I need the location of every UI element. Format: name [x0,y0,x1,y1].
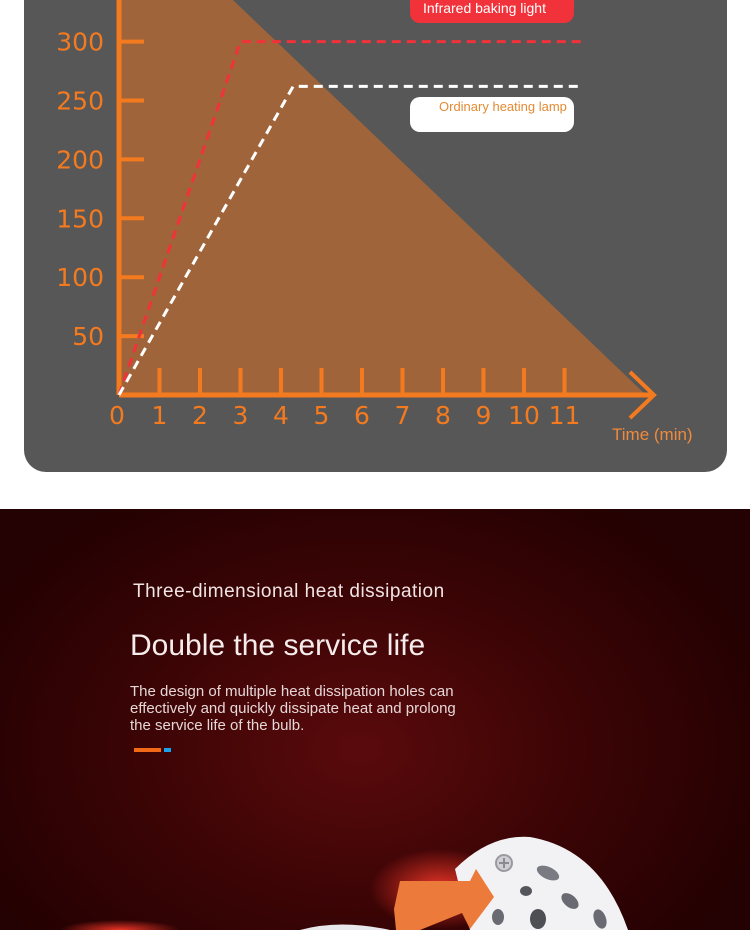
x-tick-label: 0 [109,401,125,430]
chart-series [117,40,581,396]
y-tick-labels: 50 100 150 200 250 300 [56,28,104,352]
x-tick-label: 9 [476,401,492,430]
y-tick-label: 300 [56,28,104,57]
legend-infrared-baking-light: Infrared baking light [410,0,574,23]
heating-chart: 50 100 150 200 250 300 0 1 2 3 4 5 6 7 8 9 10 11 Time (m… [56,0,693,444]
x-tick-labels: 0 1 2 3 4 5 6 7 8 9 10 11 [109,401,580,430]
x-tick-label: 2 [192,401,208,430]
x-tick-label: 7 [395,401,411,430]
accent-bar-orange [134,748,161,752]
bulb-heat-sink-illustration [60,836,628,930]
promo-title: Double the service life [130,629,426,662]
heat-dissipation-promo: Three-dimensional heat dissipation Doubl… [0,509,750,930]
heat-area-triangle [117,0,646,395]
series-line-ordinary [117,84,581,396]
x-tick-label: 11 [549,401,581,430]
x-axis-arrowhead [628,370,657,420]
y-tick-label: 100 [56,263,104,292]
y-tick-label: 200 [56,145,104,174]
x-tick-label: 8 [435,401,451,430]
y-tick-label: 50 [72,322,104,351]
promo-subtitle: Three-dimensional heat dissipation [133,581,445,602]
heating-chart-panel: 50 100 150 200 250 300 0 1 2 3 4 5 6 7 8 9 10 11 Time (m… [24,0,727,472]
x-tick-label: 1 [152,401,168,430]
x-tick-label: 3 [233,401,249,430]
series-line-infrared [117,40,581,396]
y-tick-label: 150 [56,204,104,233]
x-tick-label: 4 [273,401,289,430]
legend-ordinary-heating-lamp: Ordinary heating lamp [410,97,574,132]
x-tick-label: 10 [508,401,540,430]
x-axis-unit-label: Time (min) [612,425,693,444]
promo-description: The design of multiple heat dissipation … [130,683,456,734]
y-tick-label: 250 [56,87,104,116]
x-tick-label: 5 [314,401,330,430]
x-tick-label: 6 [354,401,370,430]
accent-bar-blue [164,748,171,752]
chart-axes [116,0,657,420]
